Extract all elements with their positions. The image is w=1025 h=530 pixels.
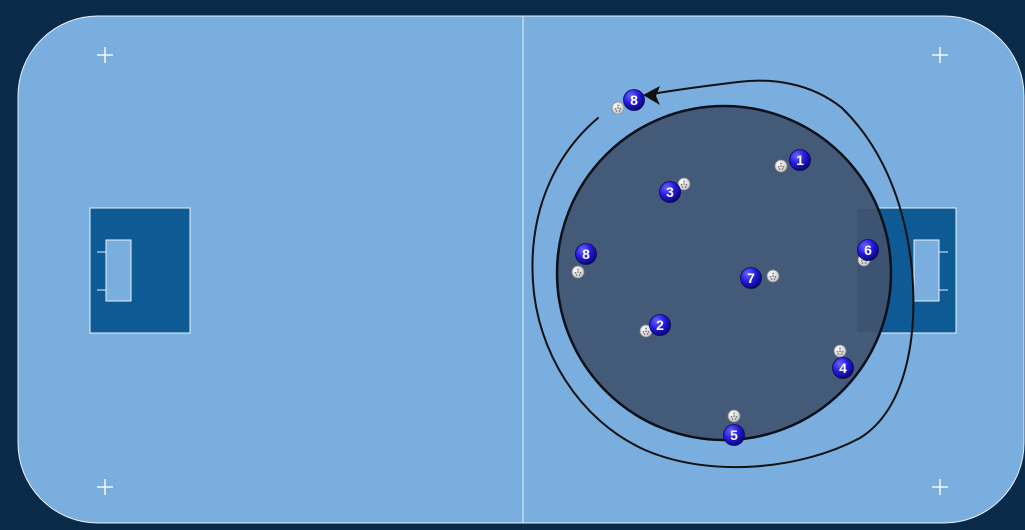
player-token-icon[interactable]: 6 [857, 239, 879, 261]
player-token-icon[interactable]: 8 [623, 89, 645, 111]
player-number: 8 [630, 92, 638, 108]
players-layer: 8 1 3 8 6 7 2 4 5 [575, 89, 879, 446]
player-number: 8 [582, 246, 590, 262]
player-token-icon[interactable]: 3 [659, 181, 681, 203]
floorball-icon[interactable] [677, 177, 691, 191]
plus-mark-icon [932, 479, 948, 495]
player-number: 3 [666, 184, 674, 200]
player-token-icon[interactable]: 8 [575, 243, 597, 265]
drill-zone-circle[interactable] [555, 104, 893, 442]
player-number: 6 [864, 242, 872, 258]
balls-layer [571, 101, 871, 423]
floorball-icon[interactable] [571, 265, 585, 279]
player-number: 4 [839, 360, 847, 376]
player-number: 5 [730, 427, 738, 443]
player-token-icon[interactable]: 2 [649, 314, 671, 336]
player-number: 2 [656, 317, 664, 333]
player-token-icon[interactable]: 5 [723, 424, 745, 446]
goal-crease-left [105, 239, 132, 302]
floorball-icon[interactable] [833, 344, 847, 358]
plus-mark-icon [932, 47, 948, 63]
goal-area-left [89, 207, 191, 334]
goal-crease-right [913, 239, 940, 302]
floorball-icon[interactable] [611, 101, 625, 115]
player-token-icon[interactable]: 7 [740, 267, 762, 289]
floorball-icon[interactable] [639, 324, 653, 338]
floorball-icon[interactable] [727, 409, 741, 423]
floorball-icon[interactable] [766, 269, 780, 283]
arrow-head-icon [643, 86, 660, 105]
player-number: 7 [747, 270, 755, 286]
player-token-icon[interactable]: 4 [832, 357, 854, 379]
floorball-icon[interactable] [774, 159, 788, 173]
player-number: 1 [796, 152, 804, 168]
player-token-icon[interactable]: 1 [789, 149, 811, 171]
plus-mark-icon [97, 47, 113, 63]
skating-path[interactable] [531, 79, 915, 469]
plus-mark-icon [97, 479, 113, 495]
